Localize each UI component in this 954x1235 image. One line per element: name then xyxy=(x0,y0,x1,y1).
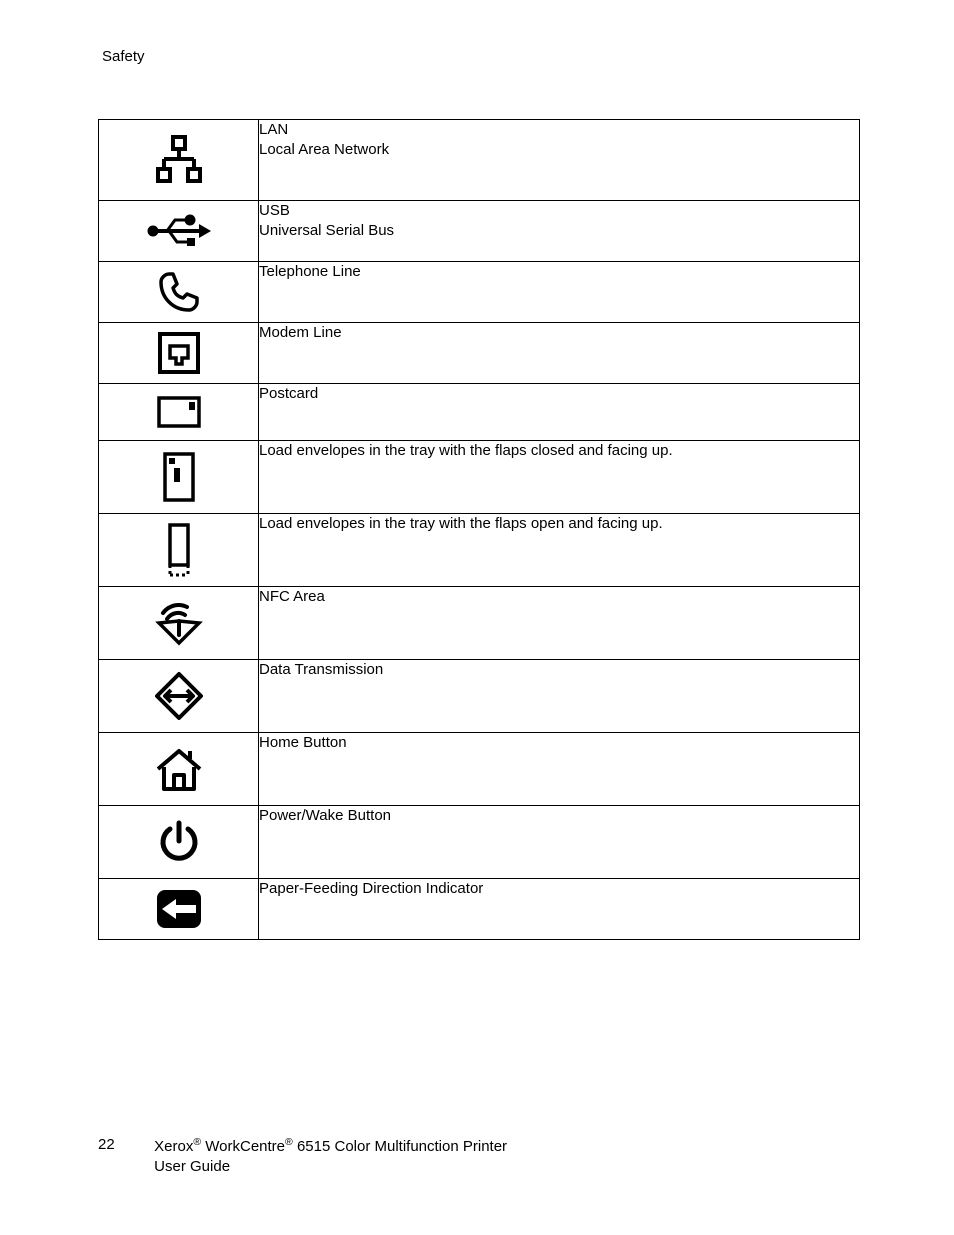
description-cell: USBUniversal Serial Bus xyxy=(259,201,860,262)
description-cell: Power/Wake Button xyxy=(259,806,860,879)
table-row: Modem Line xyxy=(99,323,860,384)
page-footer: 22 Xerox® WorkCentre® 6515 Color Multifu… xyxy=(98,1135,507,1178)
nfc-icon-cell xyxy=(99,587,259,660)
description-cell: NFC Area xyxy=(259,587,860,660)
footer-line1: Xerox® WorkCentre® 6515 Color Multifunct… xyxy=(154,1138,507,1155)
paper-feed-icon xyxy=(99,879,258,939)
table-row: Telephone Line xyxy=(99,262,860,323)
primary-text: USB xyxy=(259,201,859,221)
home-icon-cell xyxy=(99,733,259,806)
data-trans-icon-cell xyxy=(99,660,259,733)
description-cell: Data Transmission xyxy=(259,660,860,733)
usb-icon xyxy=(99,201,258,261)
table-row: USBUniversal Serial Bus xyxy=(99,201,860,262)
primary-text: NFC Area xyxy=(259,587,859,607)
nfc-icon xyxy=(99,587,258,659)
secondary-text: Universal Serial Bus xyxy=(259,221,859,241)
primary-text: Postcard xyxy=(259,384,859,404)
modem-icon-cell xyxy=(99,323,259,384)
primary-text: Data Transmission xyxy=(259,660,859,680)
postcard-icon-cell xyxy=(99,384,259,441)
table-row: Load envelopes in the tray with the flap… xyxy=(99,514,860,587)
section-header: Safety xyxy=(102,48,864,65)
primary-text: Power/Wake Button xyxy=(259,806,859,826)
primary-text: Home Button xyxy=(259,733,859,753)
description-cell: Load envelopes in the tray with the flap… xyxy=(259,514,860,587)
page-number: 22 xyxy=(98,1135,150,1155)
description-cell: LANLocal Area Network xyxy=(259,120,860,201)
paper-feed-icon-cell xyxy=(99,879,259,940)
primary-text: LAN xyxy=(259,120,859,140)
phone-icon xyxy=(99,262,258,322)
table-row: Postcard xyxy=(99,384,860,441)
table-row: Power/Wake Button xyxy=(99,806,860,879)
primary-text: Paper-Feeding Direction Indicator xyxy=(259,879,859,899)
data-trans-icon xyxy=(99,660,258,732)
table-row: LANLocal Area Network xyxy=(99,120,860,201)
table-row: Home Button xyxy=(99,733,860,806)
table-row: Data Transmission xyxy=(99,660,860,733)
postcard-icon xyxy=(99,384,258,440)
primary-text: Load envelopes in the tray with the flap… xyxy=(259,441,859,461)
description-cell: Home Button xyxy=(259,733,860,806)
usb-icon-cell xyxy=(99,201,259,262)
description-cell: Telephone Line xyxy=(259,262,860,323)
primary-text: Load envelopes in the tray with the flap… xyxy=(259,514,859,534)
description-cell: Modem Line xyxy=(259,323,860,384)
footer-line2: User Guide xyxy=(154,1158,230,1175)
lan-icon xyxy=(99,120,258,200)
phone-icon-cell xyxy=(99,262,259,323)
env-open-icon-cell xyxy=(99,514,259,587)
power-icon xyxy=(99,806,258,878)
env-closed-icon xyxy=(99,441,258,513)
env-closed-icon-cell xyxy=(99,441,259,514)
primary-text: Telephone Line xyxy=(259,262,859,282)
power-icon-cell xyxy=(99,806,259,879)
lan-icon-cell xyxy=(99,120,259,201)
env-open-icon xyxy=(99,514,258,586)
symbols-table: LANLocal Area Network USBUniversal Seria… xyxy=(98,119,860,940)
home-icon xyxy=(99,733,258,805)
table-row: NFC Area xyxy=(99,587,860,660)
secondary-text: Local Area Network xyxy=(259,140,859,160)
table-row: Load envelopes in the tray with the flap… xyxy=(99,441,860,514)
description-cell: Postcard xyxy=(259,384,860,441)
description-cell: Load envelopes in the tray with the flap… xyxy=(259,441,860,514)
modem-icon xyxy=(99,323,258,383)
table-row: Paper-Feeding Direction Indicator xyxy=(99,879,860,940)
primary-text: Modem Line xyxy=(259,323,859,343)
description-cell: Paper-Feeding Direction Indicator xyxy=(259,879,860,940)
